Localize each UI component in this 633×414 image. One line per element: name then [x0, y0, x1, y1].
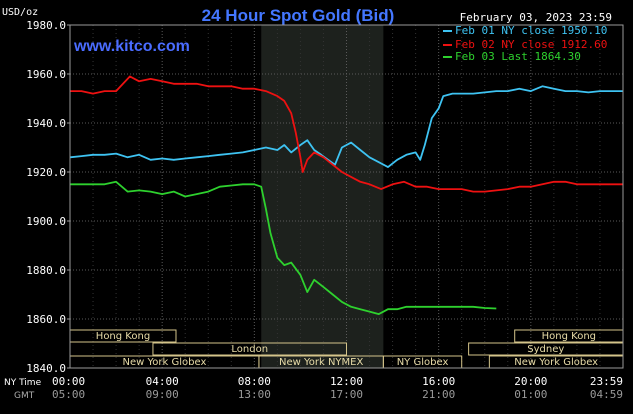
x-tick-label-ny: 12:00 — [330, 375, 363, 388]
legend-entry-feb02: Feb 02 NY close 1912.60 — [455, 38, 607, 51]
market-sessions: Hong Kong Hong Kong London Sydney New York G… — [69, 329, 624, 369]
x-tick-label-gmt: 04:59 — [590, 388, 623, 401]
gmt-label: GMT — [14, 391, 35, 401]
x-tick-label-ny: 20:00 — [514, 375, 547, 388]
y-tick-label: 1960.0 — [26, 68, 66, 81]
session-label: New York NYMEX — [279, 357, 364, 368]
y-tick-label: 1980.0 — [26, 19, 66, 32]
chart-title: 24 Hour Spot Gold (Bid) — [202, 6, 395, 25]
y-tick-label: 1920.0 — [26, 166, 66, 179]
legend-entry-feb01: Feb 01 NY close 1950.10 — [455, 24, 607, 37]
session-label: Hong Kong — [542, 331, 596, 342]
x-tick-label-ny: 23:59 — [590, 375, 623, 388]
session-box — [152, 342, 347, 356]
series-line-2 — [70, 180, 497, 315]
x-tick-label-gmt: 17:00 — [330, 388, 363, 401]
x-tick-label-gmt: 05:00 — [52, 388, 85, 401]
session-label: New York Globex — [123, 357, 207, 368]
x-tick-label-gmt: 01:00 — [514, 388, 547, 401]
y-tick-label: 1860.0 — [26, 313, 66, 326]
y-tick-label: 1840.0 — [26, 362, 66, 375]
ny-time-label: NY Time — [4, 378, 42, 388]
y-axis-ticks: 1980.0 1960.0 1940.0 1920.0 1900.0 1880.0 1860… — [26, 19, 70, 375]
x-tick-label-ny: 08:00 — [238, 375, 271, 388]
session-label: New York Globex — [514, 357, 598, 368]
series-line-0 — [69, 85, 623, 168]
y-tick-label: 1900.0 — [26, 215, 66, 228]
x-tick-label-gmt: 21:00 — [422, 388, 455, 401]
x-tick-label-ny: 16:00 — [422, 375, 455, 388]
x-tick-label-ny: 00:00 — [52, 375, 85, 388]
watermark: www.kitco.com — [73, 38, 190, 55]
session-label: Sydney — [527, 344, 564, 355]
session-label: NY Globex — [397, 357, 449, 368]
nymex-session-shade — [261, 25, 384, 368]
series-line-1 — [70, 75, 623, 193]
date-label: February 03, 2023 23:59 — [460, 11, 612, 24]
session-label: Hong Kong — [96, 331, 150, 342]
y-tick-label: 1880.0 — [26, 264, 66, 277]
x-tick-label-gmt: 13:00 — [238, 388, 271, 401]
plot-frame — [69, 24, 624, 369]
x-tick-label-ny: 04:00 — [146, 375, 179, 388]
session-label: London — [231, 344, 268, 355]
legend: Feb 01 NY close 1950.10 Feb 02 NY close … — [443, 24, 607, 63]
x-tick-label-gmt: 09:00 — [146, 388, 179, 401]
legend-entry-feb03: Feb 03 Last 1864.30 — [455, 50, 581, 63]
series-lines — [69, 75, 623, 315]
y-tick-label: 1940.0 — [26, 117, 66, 130]
unit-label: USD/oz — [2, 7, 38, 18]
